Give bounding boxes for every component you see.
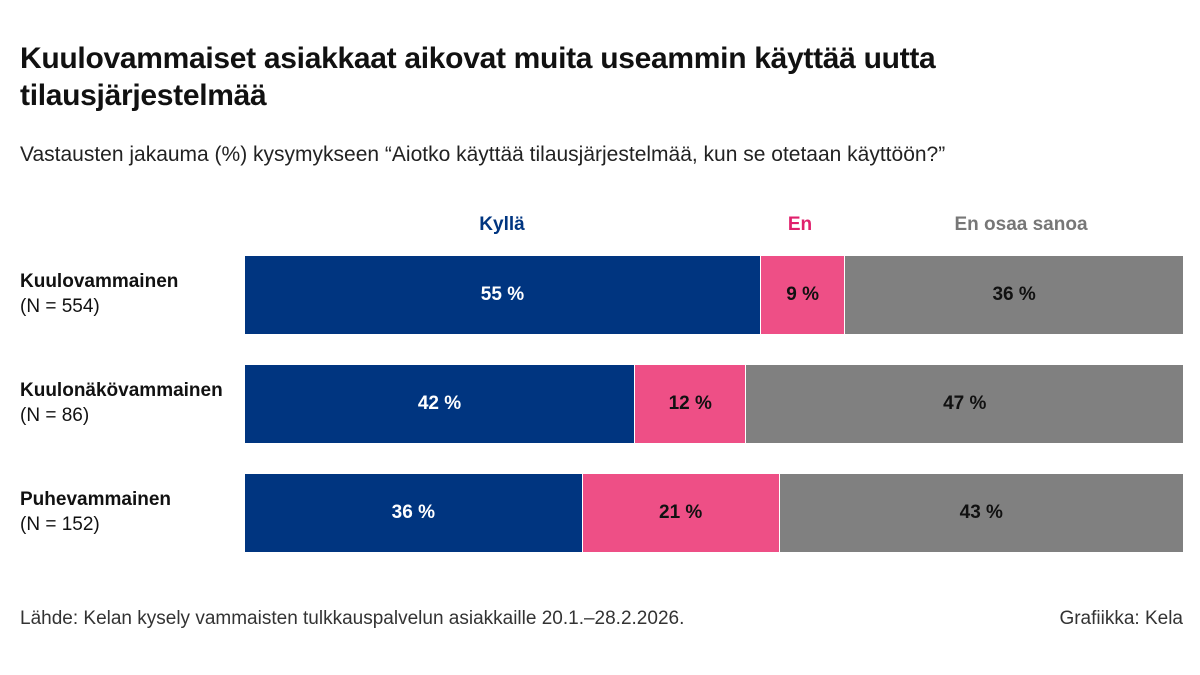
data-label: 36 %	[391, 502, 435, 523]
bar-kuulonakovammainen: 42 % 12 % 47 %	[245, 365, 1183, 443]
segment-kylla: 42 %	[245, 365, 636, 443]
data-label: 36 %	[992, 284, 1036, 305]
segment-en-osaa-sanoa: 43 %	[779, 474, 1183, 552]
segment-en: 9 %	[760, 256, 846, 334]
data-label: 43 %	[959, 502, 1003, 523]
segment-en-osaa-sanoa: 36 %	[845, 256, 1183, 334]
data-label: 55 %	[480, 284, 525, 305]
chart-title: Kuulovammaiset asiakkaat aikovat muita u…	[20, 42, 936, 112]
row-label-puhevammainen: Puhevammainen (N = 152)	[20, 487, 171, 537]
row-label-kuulovammainen: Kuulovammainen (N = 554)	[20, 269, 178, 319]
segment-en: 12 %	[635, 365, 747, 443]
row-name: Kuulonäkövammainen	[20, 380, 223, 401]
data-label: 42 %	[417, 393, 462, 414]
row-label-kuulonakovammainen: Kuulonäkövammainen (N = 86)	[20, 378, 223, 428]
legend-item-kylla: Kyllä	[479, 214, 525, 235]
row-n: (N = 152)	[20, 514, 100, 535]
row-n: (N = 86)	[20, 405, 90, 426]
segment-kylla: 55 %	[245, 256, 761, 334]
bar-kuulovammainen: 55 % 9 % 36 %	[245, 256, 1183, 334]
legend-item-en-osaa-sanoa: En osaa sanoa	[954, 214, 1088, 235]
data-label: 47 %	[943, 393, 987, 414]
chart-subtitle: Vastausten jakauma (%) kysymykseen “Aiot…	[20, 143, 946, 166]
data-label: 9 %	[786, 284, 819, 305]
segment-kylla: 36 %	[245, 474, 583, 552]
row-name: Kuulovammainen	[20, 271, 179, 292]
source-note: Lähde: Kelan kysely vammaisten tulkkausp…	[20, 608, 685, 629]
row-name: Puhevammainen	[20, 489, 171, 510]
data-label: 12 %	[668, 393, 712, 414]
row-n: (N = 554)	[20, 296, 100, 317]
segment-en: 21 %	[582, 474, 780, 552]
graphics-credit: Grafiikka: Kela	[1059, 608, 1183, 629]
segment-en-osaa-sanoa: 47 %	[746, 365, 1183, 443]
data-label: 21 %	[659, 502, 703, 523]
legend-item-en: En	[787, 214, 813, 235]
bar-puhevammainen: 36 % 21 % 43 %	[245, 474, 1183, 552]
